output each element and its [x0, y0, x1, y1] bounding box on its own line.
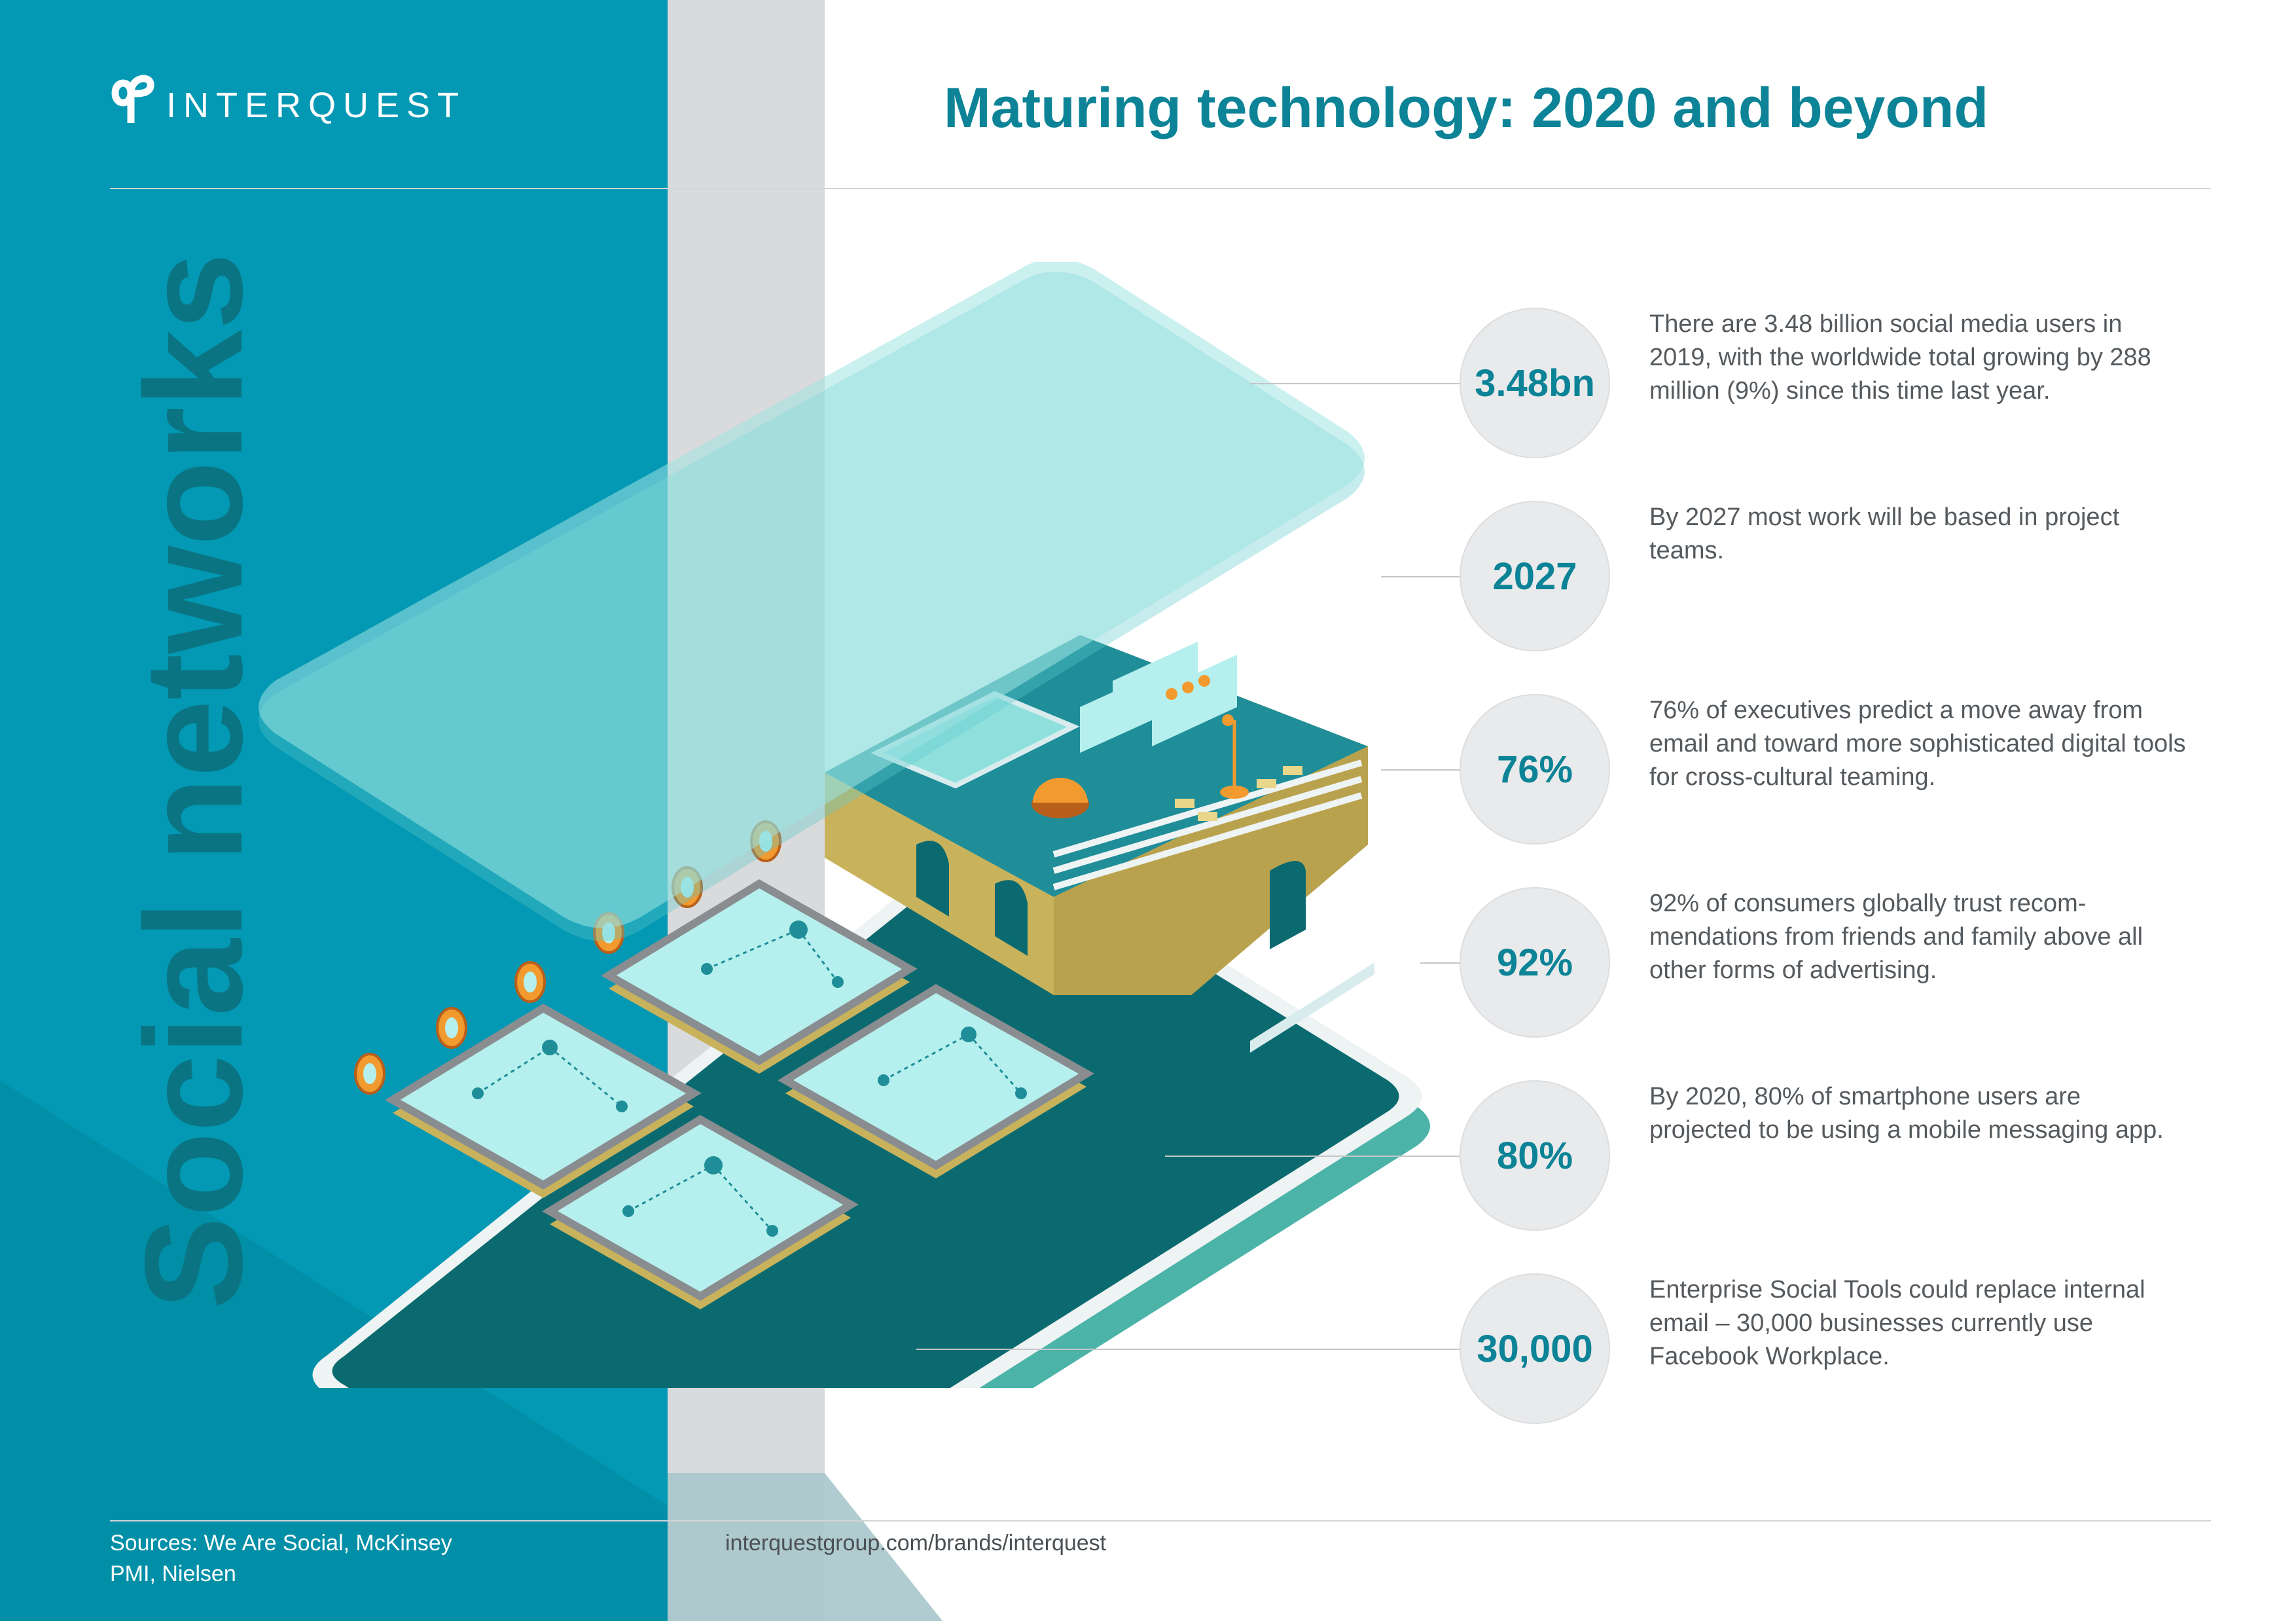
footer-url-link[interactable]: interquestgroup.com/brands/interquest — [725, 1531, 1107, 1556]
stat-connector — [1250, 383, 1460, 384]
stat-connector — [1381, 769, 1460, 771]
stat-circle: 80% — [1460, 1080, 1610, 1231]
stat-item: 92% 92% of consumers globally trust reco… — [1420, 887, 2245, 1038]
side-title: Social networks — [116, 252, 271, 1309]
stat-circle: 3.48bn — [1460, 308, 1610, 458]
stat-value: 92% — [1496, 941, 1573, 984]
stat-circle: 30,000 — [1460, 1273, 1610, 1424]
stat-description: By 2027 most work will be based in proje… — [1649, 503, 2120, 564]
brand-name: INTERQUEST — [166, 86, 467, 125]
stat-item: 2027 By 2027 most work will be based in … — [1381, 501, 2245, 651]
interquest-logo-icon — [111, 75, 154, 123]
footer-sources: Sources: We Are Social, McKinsey PMI, Ni… — [110, 1528, 568, 1590]
divider-bottom — [110, 1520, 2211, 1521]
stat-description: There are 3.48 billion social media user… — [1649, 310, 2151, 405]
stat-value: 2027 — [1492, 555, 1577, 598]
stat-description: 92% of consumers globally trust recom-me… — [1649, 890, 2144, 984]
stat-value: 80% — [1496, 1134, 1573, 1177]
isometric-smartphone-network-icon — [259, 262, 1430, 1388]
stat-item: 80% By 2020, 80% of smartphone users are… — [1165, 1080, 2245, 1231]
stat-description: Enterprise Social Tools could replace in… — [1649, 1276, 2145, 1370]
stat-value: 76% — [1496, 748, 1573, 791]
stat-circle: 2027 — [1460, 501, 1610, 651]
stat-value: 3.48bn — [1475, 361, 1595, 405]
sources-line: Sources: We Are Social, McKinsey — [110, 1531, 452, 1556]
interquest-logo[interactable]: INTERQUEST — [110, 60, 466, 126]
stat-description: 76% of executives predict a move away fr… — [1649, 697, 2186, 791]
stat-description: By 2020, 80% of smartphone users are pro… — [1649, 1083, 2164, 1144]
page-title: Maturing technology: 2020 and beyond — [944, 77, 1988, 139]
footer-shading — [668, 1473, 942, 1621]
stat-item: 3.48bn There are 3.48 billion social med… — [1250, 308, 2245, 458]
stat-item: 30,000 Enterprise Social Tools could rep… — [916, 1273, 2245, 1424]
stat-circle: 76% — [1460, 694, 1610, 845]
sources-line: PMI, Nielsen — [110, 1561, 236, 1586]
stat-connector — [916, 1349, 1460, 1350]
stat-value: 30,000 — [1477, 1327, 1593, 1370]
stat-connector — [1381, 576, 1460, 577]
divider-top — [110, 188, 2211, 189]
stat-connector — [1165, 1156, 1460, 1157]
stat-circle: 92% — [1460, 887, 1610, 1038]
stat-connector — [1420, 962, 1460, 964]
stat-item: 76% 76% of executives predict a move awa… — [1381, 694, 2245, 845]
